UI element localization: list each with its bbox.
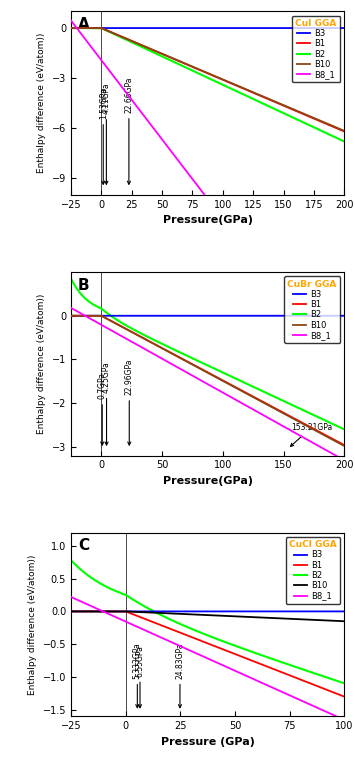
Text: B: B xyxy=(78,277,89,293)
Y-axis label: Enthalpy difference (eV/atom)): Enthalpy difference (eV/atom)) xyxy=(37,33,47,174)
Text: 6.55GPa: 6.55GPa xyxy=(136,644,144,708)
X-axis label: Pressure (GPa): Pressure (GPa) xyxy=(161,737,255,747)
Text: 153.21GPa: 153.21GPa xyxy=(290,423,332,446)
Text: A: A xyxy=(78,17,89,32)
Y-axis label: Enthalpy difference (eV/atom)): Enthalpy difference (eV/atom)) xyxy=(28,554,37,695)
Text: 1.53GPa: 1.53GPa xyxy=(99,87,108,184)
Text: 0.7GPa: 0.7GPa xyxy=(98,372,107,445)
Text: 4.25GPa: 4.25GPa xyxy=(102,361,111,445)
X-axis label: Pressure(GPa): Pressure(GPa) xyxy=(163,476,253,486)
Text: 22.96GPa: 22.96GPa xyxy=(125,359,134,445)
Text: 5.333GPa: 5.333GPa xyxy=(133,642,142,708)
Text: 4.11GPa: 4.11GPa xyxy=(102,83,111,184)
Text: 24.83GPa: 24.83GPa xyxy=(175,642,185,708)
Text: 22.66GPa: 22.66GPa xyxy=(124,77,133,184)
Y-axis label: Enthalpy difference (eV/atom)): Enthalpy difference (eV/atom)) xyxy=(37,293,46,434)
Legend: B3, B1, B2, B10, B8_1: B3, B1, B2, B10, B8_1 xyxy=(284,276,340,343)
X-axis label: Pressure(GPa): Pressure(GPa) xyxy=(163,215,253,225)
Text: C: C xyxy=(78,538,89,553)
Legend: B3, B1, B2, B10, B8_1: B3, B1, B2, B10, B8_1 xyxy=(292,15,340,83)
Legend: B3, B1, B2, B10, B8_1: B3, B1, B2, B10, B8_1 xyxy=(286,537,340,604)
